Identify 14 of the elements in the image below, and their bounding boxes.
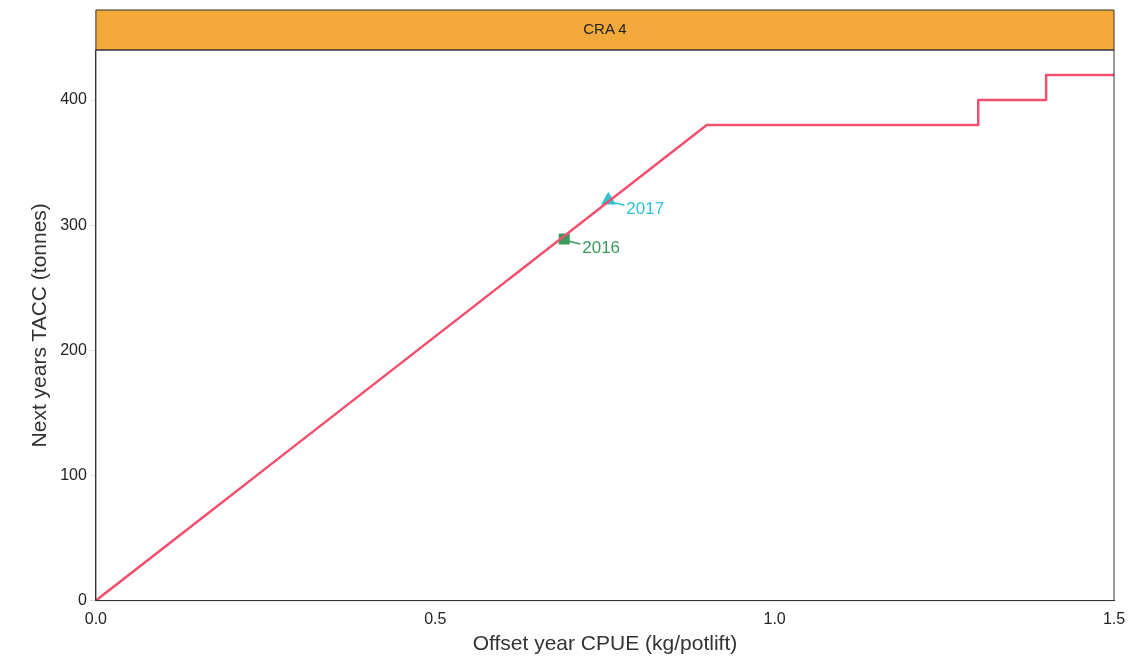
y-tick-label: 300 bbox=[60, 215, 87, 233]
x-axis-title: Offset year CPUE (kg/potlift) bbox=[472, 631, 738, 655]
annotation: 2017 bbox=[626, 198, 665, 218]
y-axis-title: Next years TACC (tonnes) bbox=[27, 203, 51, 448]
x-tick-label: 1.0 bbox=[763, 609, 786, 627]
y-tick-label: 400 bbox=[60, 90, 87, 108]
y-tick-label: 200 bbox=[60, 340, 87, 358]
x-tick-label: 0.0 bbox=[84, 609, 108, 627]
x-tick-label: 1.5 bbox=[1102, 609, 1126, 627]
y-tick-label: 100 bbox=[60, 465, 87, 483]
x-tick-label: 0.5 bbox=[424, 609, 447, 627]
annotation: 2016 bbox=[582, 237, 621, 257]
y-tick-label: 0 bbox=[77, 591, 87, 609]
chart-title: CRA 4 bbox=[583, 20, 627, 38]
